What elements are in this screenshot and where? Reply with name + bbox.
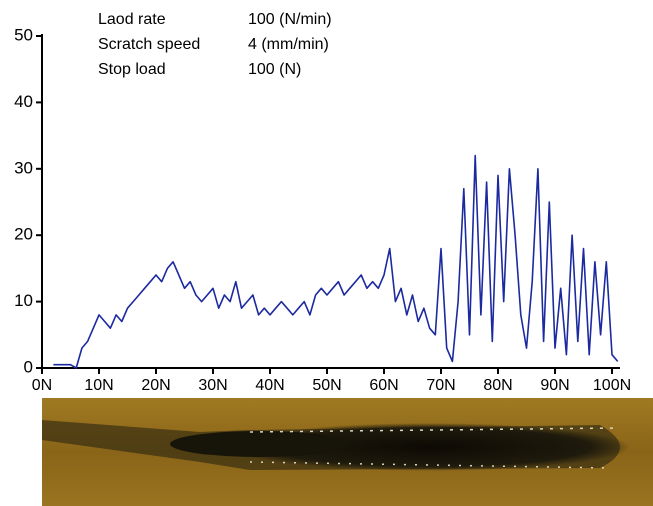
scratch-start (170, 431, 350, 457)
annotation: 100 (N/min) (248, 11, 332, 28)
annotation: Scratch speed (98, 36, 200, 53)
y-tick-label: 0 (24, 357, 33, 376)
y-tick-label: 40 (14, 92, 33, 111)
micrograph (42, 398, 653, 506)
annotation: Stop load (98, 61, 166, 78)
y-tick-label: 20 (14, 225, 33, 244)
x-tick-label: 90N (540, 377, 569, 394)
annotation: 100 (N) (248, 61, 301, 78)
x-tick-label: 20N (141, 377, 170, 394)
x-tick-label: 60N (369, 377, 398, 394)
x-tick-label: 70N (426, 377, 455, 394)
annotation: Laod rate (98, 11, 166, 28)
x-tick-label: 10N (84, 377, 113, 394)
data-line (53, 154, 619, 369)
scratch-edge (249, 427, 621, 433)
x-tick-label: 100N (593, 377, 631, 394)
y-tick-label: 10 (14, 291, 33, 310)
x-tick-label: 0N (32, 377, 52, 394)
x-tick-label: 30N (198, 377, 227, 394)
plot-area: Laod rate 100 (N/min) Scratch speed 4 (mm/m… (14, 11, 631, 394)
annotation: 4 (mm/min) (248, 36, 329, 53)
scratch-groove (230, 423, 630, 471)
x-tick-label: 40N (255, 377, 284, 394)
y-tick-label: 50 (14, 25, 33, 44)
x-tick-label: 80N (483, 377, 512, 394)
x-tick-label: 50N (312, 377, 341, 394)
y-tick-label: 30 (14, 158, 33, 177)
